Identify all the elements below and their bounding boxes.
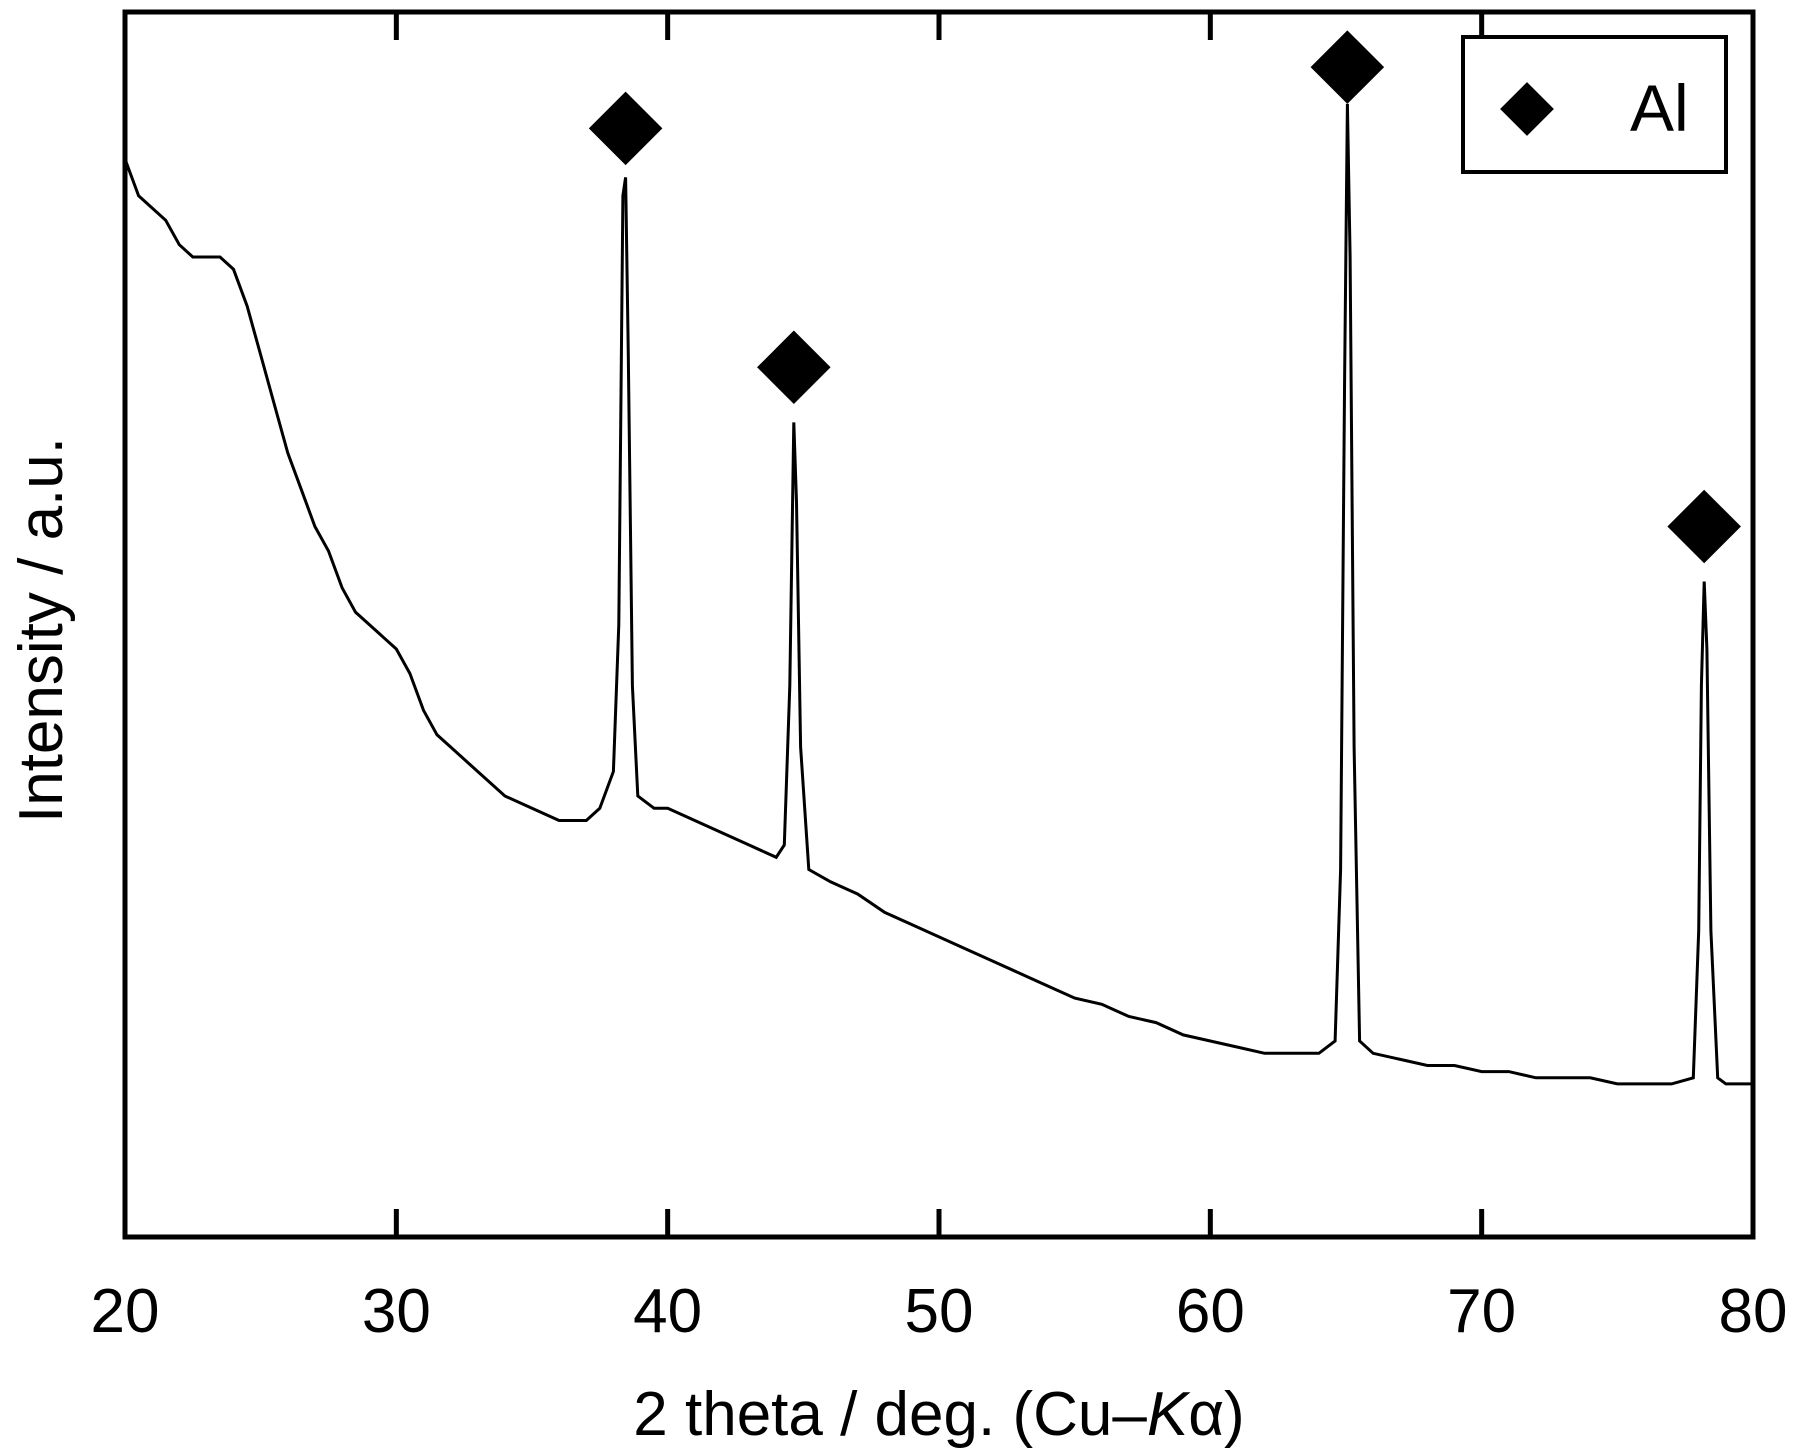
legend: Al [1461,35,1728,174]
x-axis-tick-labels: 20 30 40 50 60 70 80 [91,1277,1788,1346]
x-tick-label-50: 50 [905,1277,974,1346]
x-tick-label-30: 30 [362,1277,431,1346]
x-tick-label-40: 40 [633,1277,702,1346]
plot-area [123,30,1753,1086]
x-tick-label-80: 80 [1719,1277,1788,1346]
x-axis-label-part-1: 2 theta / deg. (Cu– [633,1380,1147,1449]
peak-markers [588,30,1741,564]
legend-label-al: Al [1630,71,1689,145]
peak-marker-1 [588,91,663,166]
x-axis-label: 2 theta / deg. (Cu–Kα) [633,1380,1244,1449]
x-axis-label-part-3: α) [1188,1380,1245,1449]
series-line [123,103,1753,1086]
x-axis-ticks [122,12,1756,1237]
x-tick-label-70: 70 [1447,1277,1516,1346]
peak-marker-4 [1667,489,1741,564]
peak-marker-2 [757,330,831,405]
x-axis-label-part-2: K [1147,1380,1191,1449]
y-axis-label: Intensity / a.u. [7,437,76,823]
x-tick-label-20: 20 [91,1277,160,1346]
x-tick-label-60: 60 [1176,1277,1245,1346]
peak-marker-3 [1310,30,1385,104]
